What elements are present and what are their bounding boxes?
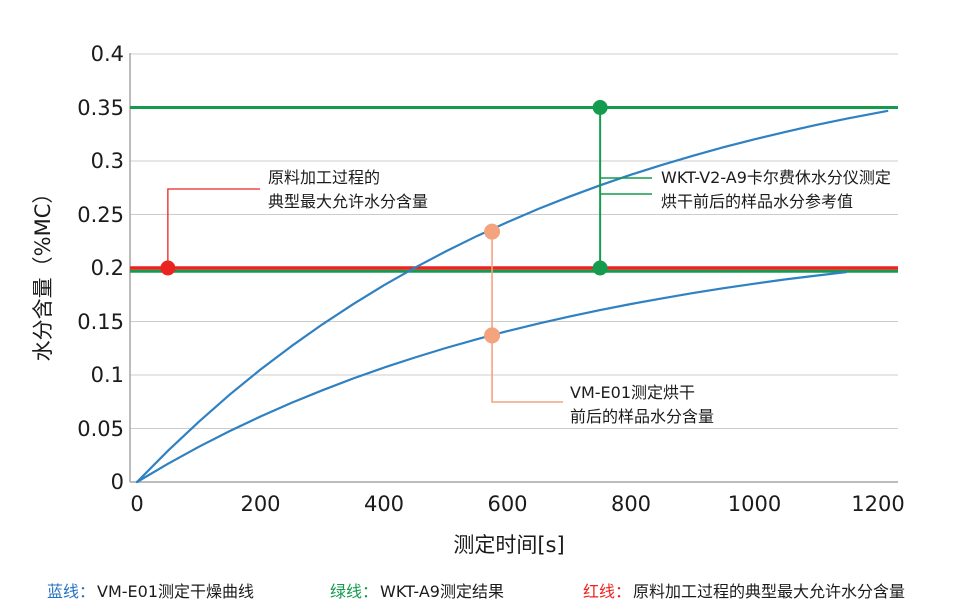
annotation-max-allowed-line2: 典型最大允许水分含量 bbox=[268, 192, 429, 211]
vme01-before-drying-point bbox=[484, 223, 501, 240]
annotation-wkt-line2: 烘干前后的样品水分参考值 bbox=[661, 192, 854, 211]
legend-item-red-line: 红线： 原料加工过程的典型最大允许水分含量 bbox=[583, 582, 905, 602]
x-tick-label-600: 600 bbox=[487, 492, 528, 516]
x-tick-label-800: 800 bbox=[610, 492, 652, 516]
red-callout-line bbox=[167, 188, 260, 268]
x-tick-label-0: 0 bbox=[130, 492, 144, 516]
max-allowed-point bbox=[160, 260, 176, 276]
annotation-wkt-reference: WKT-V2-A9卡尔费休水分仪测定 烘干前后的样品水分参考值 bbox=[661, 166, 891, 214]
y-tick-label-0.05: 0.05 bbox=[77, 416, 124, 441]
legend-item-green-line: 绿线： WKT-A9测定结果 bbox=[330, 582, 504, 602]
y-tick-label-0: 0 bbox=[110, 470, 124, 494]
y-tick-label-0.15: 0.15 bbox=[77, 309, 124, 334]
legend-label-blue: VM-E01测定干燥曲线 bbox=[97, 582, 255, 601]
y-tick-label-0.35: 0.35 bbox=[77, 95, 124, 120]
annotation-max-allowed-line1: 原料加工过程的 bbox=[268, 168, 381, 187]
annotation-vme01-measurement: VM-E01测定烘干 前后的样品水分含量 bbox=[570, 381, 714, 429]
y-tick-label-0.25: 0.25 bbox=[77, 202, 124, 227]
y-tick-label-0.2: 0.2 bbox=[90, 256, 124, 280]
annotation-vme01-line2: 前后的样品水分含量 bbox=[570, 407, 715, 426]
x-tick-label-200: 200 bbox=[240, 492, 281, 516]
y-tick-label-0.4: 0.4 bbox=[90, 42, 124, 66]
annotation-vme01-line1: VM-E01测定烘干 bbox=[570, 383, 695, 402]
legend-label-green: WKT-A9测定结果 bbox=[380, 582, 504, 601]
annotation-wkt-line1: WKT-V2-A9卡尔费休水分仪测定 bbox=[661, 168, 891, 187]
legend-label-red: 原料加工过程的典型最大允许水分含量 bbox=[633, 582, 906, 601]
x-tick-label-400: 400 bbox=[363, 492, 405, 516]
y-tick-label-0.3: 0.3 bbox=[90, 149, 124, 173]
legend-prefix-blue: 蓝线： bbox=[47, 582, 96, 601]
x-tick-label-1000: 1000 bbox=[727, 492, 782, 516]
vme01-after-drying-point bbox=[484, 327, 501, 344]
annotation-max-allowed: 原料加工过程的 典型最大允许水分含量 bbox=[268, 166, 428, 214]
orange-callout-line bbox=[491, 231, 563, 403]
x-axis-title: 测定时间[s] bbox=[453, 533, 565, 557]
legend-prefix-red: 红线： bbox=[583, 582, 632, 601]
y-tick-label-0.1: 0.1 bbox=[90, 363, 124, 387]
legend-prefix-green: 绿线： bbox=[330, 582, 379, 601]
x-tick-label-1200: 1200 bbox=[851, 492, 905, 516]
upper-drying-curve bbox=[135, 109, 889, 484]
wkt-after-drying-point bbox=[592, 260, 608, 276]
legend: 蓝线： VM-E01测定干燥曲线 绿线： WKT-A9测定结果 红线： 原料加工过程的… bbox=[0, 582, 960, 604]
legend-item-blue-line: 蓝线： VM-E01测定干燥曲线 bbox=[47, 582, 254, 602]
wkt-before-drying-point bbox=[592, 100, 608, 115]
